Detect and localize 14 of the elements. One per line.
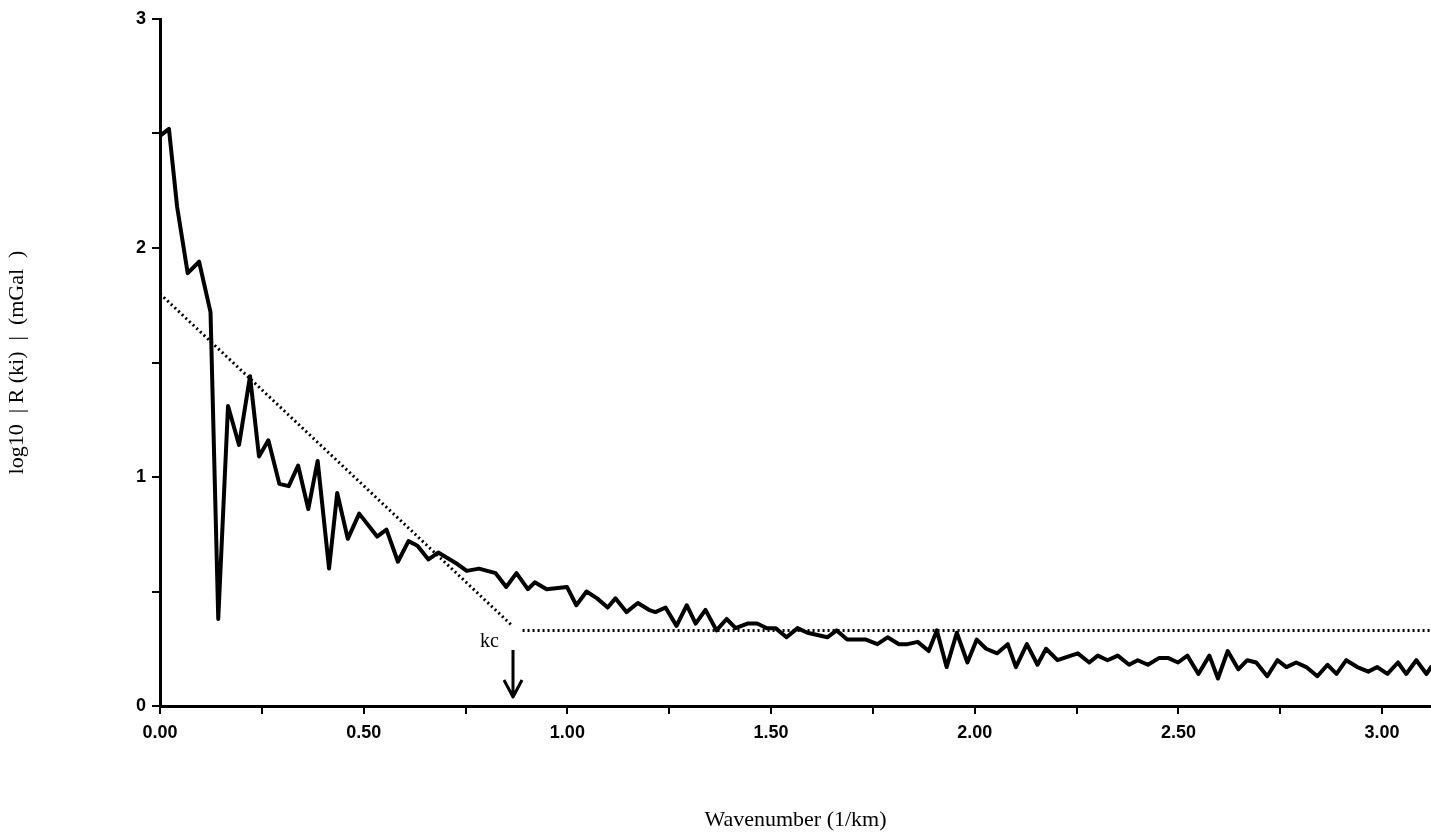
x-tick-label: 3.00 (1364, 721, 1400, 742)
x-tick-label: 1.00 (549, 721, 585, 742)
y-axis-title: log10 | R (ki) | (mGal ) (2, 250, 28, 475)
x-tick-label: 2.50 (1160, 721, 1196, 742)
y-tick-label: 0 (135, 694, 146, 715)
x-tick-label: 2.00 (957, 721, 993, 742)
x-tick-label: 0.50 (346, 721, 382, 742)
x-axis-title: Wavenumber (1/km) (704, 805, 887, 831)
y-tick-label: 1 (135, 465, 146, 486)
y-tick-label: 2 (135, 236, 146, 257)
x-tick-label: 1.50 (753, 721, 789, 742)
x-tick-label: 0.00 (142, 721, 178, 742)
y-tick-label: 3 (135, 7, 146, 28)
annotation: kc (480, 629, 500, 652)
